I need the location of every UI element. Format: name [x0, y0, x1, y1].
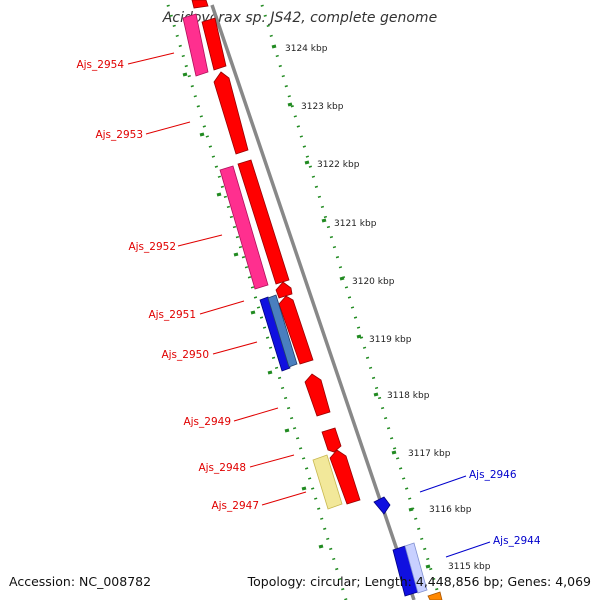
gene-label-ajs-2947[interactable]: Ajs_2947 [211, 500, 259, 512]
gene-feature-ajs-2950-steel[interactable] [267, 294, 298, 368]
tick-label: 3119 kbp [369, 335, 412, 345]
gene-feature-ajs-2952b[interactable] [237, 159, 290, 285]
gene-label-ajs-2952[interactable]: Ajs_2952 [128, 241, 176, 253]
gene-label-ajs-2950[interactable]: Ajs_2950 [161, 349, 209, 361]
tick-label: 3122 kbp [317, 160, 360, 170]
gene-label-ajs-2953[interactable]: Ajs_2953 [95, 129, 143, 141]
genome-summary-text: Topology: circular; Length: 4,448,856 bp… [247, 574, 591, 589]
gene-feature-ajs-2954b[interactable] [201, 17, 227, 71]
gene-feature-orange[interactable] [427, 591, 443, 600]
gene-label-ajs-2954[interactable]: Ajs_2954 [76, 59, 124, 71]
gene-feature-ajs-2951-blue[interactable] [259, 296, 291, 372]
gene-feature-ajs-2949[interactable] [304, 373, 331, 417]
gene-feature-ajs-2954[interactable] [182, 13, 209, 77]
gene-label-ajs-2949[interactable]: Ajs_2949 [183, 416, 231, 428]
tick-label: 3115 kbp [448, 562, 491, 572]
gene-feature-ajs-2946[interactable] [373, 496, 391, 515]
gene-feature-ajs-2950[interactable] [278, 295, 314, 365]
tick-label: 3117 kbp [408, 449, 451, 459]
gene-label-ajs-2946[interactable]: Ajs_2946 [469, 469, 517, 481]
gene-feature-ajs-2947-pale[interactable] [312, 454, 343, 510]
gene-label-ajs-2951[interactable]: Ajs_2951 [148, 309, 196, 321]
right-leader-lines [419, 475, 491, 558]
tick-label: 3121 kbp [334, 219, 377, 229]
gene-feature-top[interactable] [191, 0, 209, 9]
tick-label: 3120 kbp [352, 277, 395, 287]
gene-feature-ajs-2952[interactable] [219, 165, 269, 290]
tick-label: 3123 kbp [301, 102, 344, 112]
left-leader-lines [127, 52, 307, 506]
gene-label-ajs-2948[interactable]: Ajs_2948 [198, 462, 246, 474]
major-ticks [182, 44, 431, 569]
gene-feature-ajs-2948[interactable] [321, 427, 342, 453]
tick-label: 3124 kbp [285, 44, 328, 54]
accession-text: Accession: NC_008782 [9, 574, 151, 589]
tick-label: 3116 kbp [429, 505, 472, 515]
gene-feature-ajs-2953[interactable] [213, 71, 249, 155]
map-title: Acidovorax sp. JS42, complete genome [162, 10, 437, 26]
gene-label-ajs-2944[interactable]: Ajs_2944 [493, 535, 541, 547]
gene-feature-ajs-2951[interactable] [275, 281, 293, 299]
tick-label: 3118 kbp [387, 391, 430, 401]
gene-feature-ajs-2944-pale[interactable] [404, 542, 428, 594]
gene-feature-ajs-2947[interactable] [329, 449, 361, 505]
